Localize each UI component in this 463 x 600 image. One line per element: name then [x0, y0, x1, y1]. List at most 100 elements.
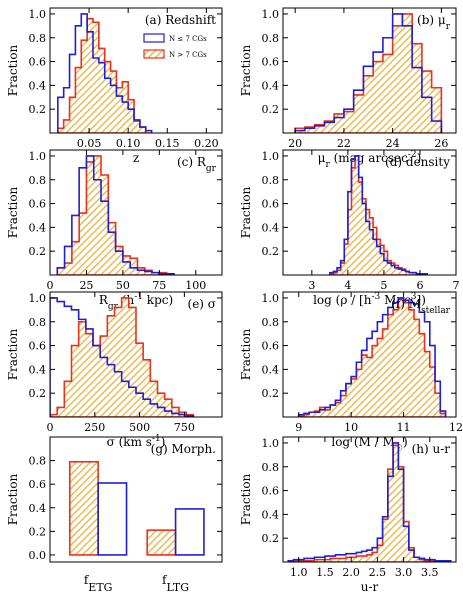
- xtick-label-f-2: 11: [397, 421, 411, 434]
- plot-area-b: [294, 13, 443, 133]
- bar-many-cgs-0: [68, 460, 99, 556]
- legend-swatch-few: [143, 33, 165, 43]
- panel-b: 0.2 0.4 0.6 0.8 1.0 20 22 24 26 μr (mag arcsec-2)…: [239, 7, 457, 170]
- series-many-cgs-h: [288, 444, 451, 562]
- plot-area-g: [68, 460, 205, 556]
- ytick-label-d-3: 0.8: [262, 174, 280, 187]
- series-many-cgs-f: [297, 297, 447, 417]
- series-few-cgs-c: [56, 155, 175, 275]
- series-few-cgs-d: [329, 155, 428, 275]
- ytick-label-a-0: 0.2: [29, 103, 47, 116]
- xtick-label-b-0: 20: [288, 137, 302, 150]
- xtick-label-d-0: 3: [308, 279, 315, 292]
- xtick-label-d-3: 6: [416, 279, 423, 292]
- legend-label-few: N ≤ 7 CGs: [169, 35, 207, 43]
- ytick-label-a-3: 0.8: [29, 32, 47, 45]
- axes-frame-f: [282, 291, 457, 418]
- axes-frame-b: [282, 7, 457, 134]
- xtick-label-h-1: 1.5: [316, 566, 334, 579]
- ytick-label-d-1: 0.4: [262, 221, 280, 234]
- ytick-label-d-0: 0.2: [262, 245, 280, 258]
- series-many-cgs-e: [50, 297, 195, 417]
- ytick-label-e-2: 0.6: [29, 340, 47, 353]
- xtick-label-f-1: 10: [344, 421, 358, 434]
- xtick-label-c-3: 75: [152, 279, 166, 292]
- ylabel-d: Fraction: [239, 186, 253, 238]
- xtick-label-d-4: 7: [453, 279, 460, 292]
- series-few-cgs-h: [287, 442, 452, 562]
- legend-label-many: N > 7 CGs: [169, 51, 207, 59]
- ytick-label-g-0: 0.0: [29, 549, 47, 562]
- ylabel-b: Fraction: [239, 44, 253, 96]
- axes-frame-d: [282, 149, 457, 276]
- ytick-label-h-2: 0.6: [262, 485, 280, 498]
- xtick-label-a-0: 0.05: [77, 137, 102, 150]
- xtick-label-d-2: 5: [380, 279, 387, 292]
- ytick-label-b-1: 0.4: [262, 79, 280, 92]
- category-label-0: fETG: [84, 573, 113, 594]
- ytick-label-e-0: 0.2: [29, 387, 47, 400]
- series-few-cgs-b: [294, 13, 443, 133]
- ytick-label-f-0: 0.2: [262, 387, 280, 400]
- plot-area-d: [329, 155, 428, 275]
- ytick-label-h-1: 0.4: [262, 508, 280, 521]
- xtick-label-b-1: 22: [337, 137, 351, 150]
- panel-title-a: (a) Redshift: [145, 13, 216, 27]
- legend-swatch-many: [143, 49, 165, 59]
- ytick-label-f-3: 0.8: [262, 316, 280, 329]
- ytick-label-f-4: 1.0: [262, 292, 280, 305]
- xtick-label-c-4: 100: [185, 279, 206, 292]
- xtick-label-f-3: 12: [449, 421, 463, 434]
- panel-a: 0.2 0.4 0.6 0.8 1.0 0.05 0.10 0.15 0.20 z Fraction…: [6, 7, 223, 165]
- ytick-label-f-1: 0.4: [262, 363, 280, 376]
- ytick-label-a-2: 0.6: [29, 56, 47, 69]
- ytick-label-e-3: 0.8: [29, 316, 47, 329]
- xlabel-b: μr (mag arcsec-2): [318, 150, 422, 170]
- panel-title-e: (e) σ: [188, 297, 216, 311]
- ylabel-a: Fraction: [6, 44, 20, 96]
- axes-frame-e: [49, 291, 223, 418]
- plot-area-e: [50, 297, 195, 417]
- xtick-label-h-3: 2.5: [369, 566, 387, 579]
- ytick-label-e-4: 1.0: [29, 292, 47, 305]
- xtick-label-e-0: 0: [47, 421, 54, 434]
- xtick-label-e-2: 500: [129, 421, 150, 434]
- panel-title-b: (b) μr: [417, 13, 451, 32]
- ytick-label-a-4: 1.0: [29, 8, 47, 21]
- ytick-label-h-0: 0.2: [262, 532, 280, 545]
- xtick-label-h-4: 3.0: [395, 566, 413, 579]
- ylabel-e: Fraction: [6, 328, 20, 380]
- ytick-label-c-3: 0.8: [29, 174, 47, 187]
- series-many-cgs-b: [294, 13, 443, 133]
- ytick-label-c-1: 0.4: [29, 221, 47, 234]
- panel-title-g: (g) Morph.: [151, 442, 216, 456]
- xtick-label-e-1: 250: [84, 421, 105, 434]
- ytick-label-b-3: 0.8: [262, 32, 280, 45]
- xtick-label-c-0: 0: [47, 279, 54, 292]
- ytick-label-a-1: 0.4: [29, 79, 47, 92]
- bar-many-cgs-1: [146, 529, 177, 556]
- ytick-label-h-3: 0.8: [262, 461, 280, 474]
- xtick-label-f-0: 9: [295, 421, 302, 434]
- panel-title-h: (h) u-r: [412, 442, 451, 456]
- axes-frame-g: [49, 436, 223, 563]
- xtick-label-h-5: 3.5: [421, 566, 439, 579]
- ylabel-h: Fraction: [239, 473, 253, 525]
- panel-h: 0.2 0.4 0.6 0.8 1.0 1.0 1.5 2.0 2.5 3.0 3.5 u-r Frac…: [239, 436, 457, 594]
- plot-area-h: [287, 442, 452, 562]
- plot-area-c: [56, 155, 175, 275]
- panel-e: 0.2 0.4 0.6 0.8 1.0 0 250 500 750 σ (km s-1) Fract…: [6, 291, 223, 449]
- ytick-label-d-4: 1.0: [262, 150, 280, 163]
- ytick-label-g-4: 0.8: [29, 455, 47, 468]
- xtick-label-b-2: 24: [386, 137, 400, 150]
- xtick-label-a-1: 0.10: [116, 137, 141, 150]
- series-few-cgs-a: [57, 13, 153, 133]
- series-few-cgs-e: [50, 297, 195, 417]
- panel-g: fETG fLTG 0.0 0.2 0.4 0.6 0.8 Fraction (g) Morph…: [6, 436, 223, 594]
- ytick-label-g-3: 0.6: [29, 478, 47, 491]
- xlabel-e: σ (km s-1): [107, 434, 166, 449]
- panel-title-f: (f) Mstellar: [391, 297, 451, 316]
